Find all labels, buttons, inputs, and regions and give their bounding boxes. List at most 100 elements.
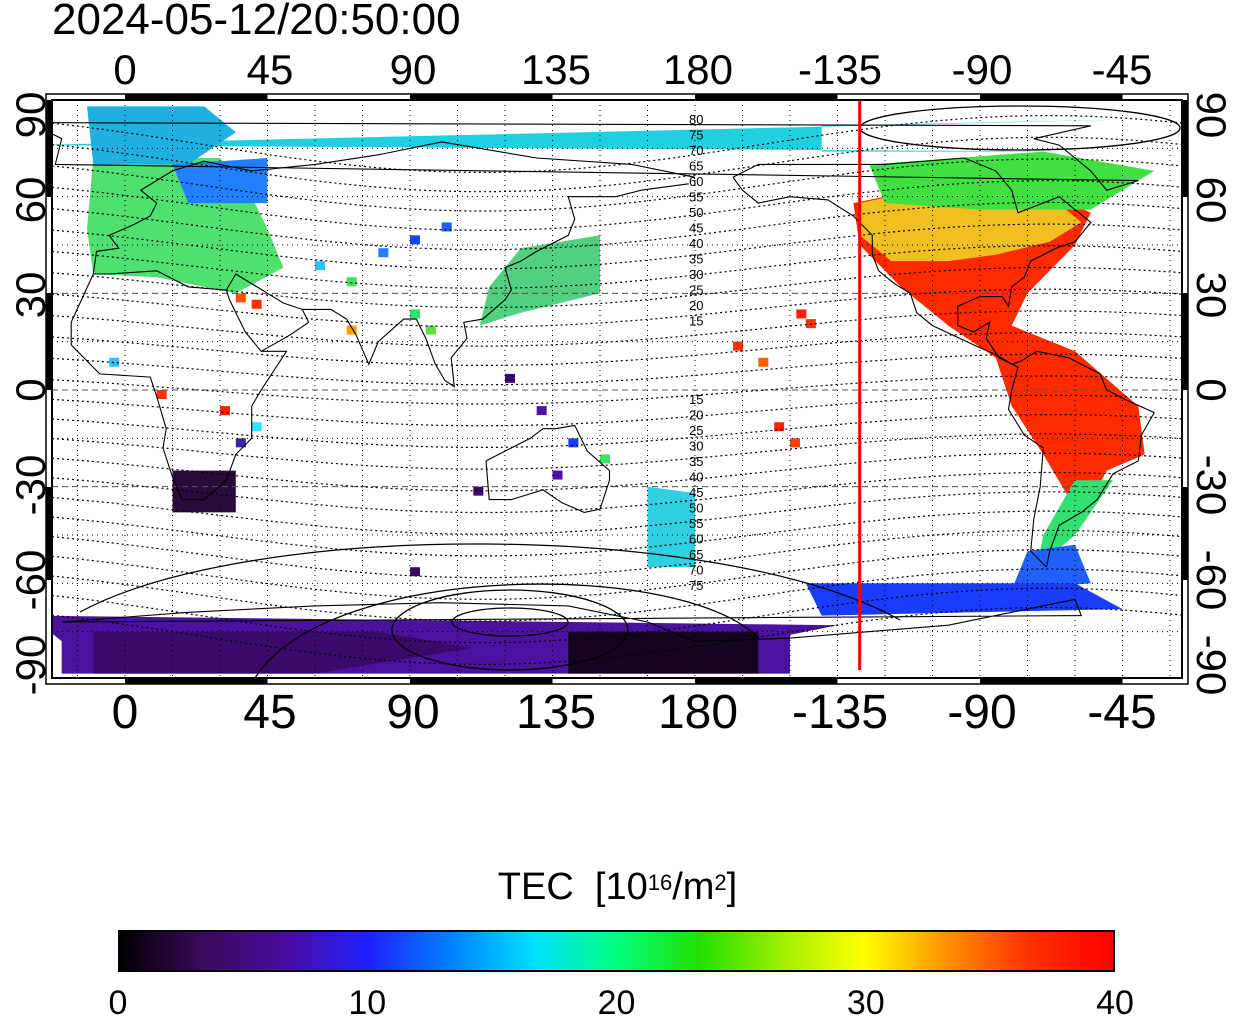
tec-cell [473, 486, 484, 496]
coast-americas-west [732, 176, 1047, 568]
contour-line [52, 223, 1182, 270]
tec-cell [235, 438, 246, 448]
contour-label: 20 [689, 298, 703, 313]
tec-cell [156, 390, 167, 399]
contour-label: 65 [689, 159, 703, 174]
lon-tick-top: 135 [521, 46, 591, 93]
contour-line [52, 394, 1182, 427]
lat-tick-right: -30 [1188, 455, 1235, 516]
contour-label: 55 [689, 516, 703, 531]
lat-tick-left: -90 [7, 635, 54, 696]
timestamp-title: 2024-05-12/20:50:00 [52, 0, 461, 44]
contour-line [52, 245, 1182, 289]
coast-asia-south [302, 183, 689, 388]
tec-cell [235, 293, 246, 303]
frame-bar [1183, 293, 1188, 390]
colorbar-unit-suffix: ] [726, 866, 738, 908]
contour-line [52, 180, 1182, 231]
coast-eurasia-north [92, 141, 696, 275]
contour-line [52, 549, 1182, 600]
lon-tick-bottom: 135 [516, 686, 596, 739]
contour-label: 50 [689, 205, 703, 220]
lon-tick-top: 90 [390, 46, 437, 93]
lon-tick-bottom: -135 [792, 686, 888, 739]
tec-cell [568, 438, 579, 448]
contour-label: 25 [689, 283, 703, 298]
contour-line [52, 433, 1182, 470]
tec-cell [251, 299, 262, 309]
contour-line [52, 587, 1182, 644]
tec-cell [410, 567, 420, 577]
lon-tick-top: -135 [798, 46, 882, 93]
tec-japan [479, 235, 600, 326]
tec-cell [251, 422, 262, 432]
contour-line [52, 375, 1182, 405]
tec-arctic-east [87, 106, 236, 165]
tec-southern-ocean [805, 583, 1123, 616]
tec-cell [346, 325, 357, 335]
contour-oval [79, 543, 901, 621]
lat-tick-left: -60 [7, 550, 54, 611]
contour-line [52, 332, 1182, 366]
contour-line [52, 201, 1182, 251]
colorbar-unit-mid: /m [672, 866, 715, 908]
contour-label: 30 [689, 439, 703, 454]
contour-label: 65 [689, 547, 703, 562]
contour-line [52, 452, 1182, 492]
tec-antarctic-dark [568, 631, 759, 674]
contour-label: 15 [689, 314, 703, 329]
coast-americas-east [732, 157, 1155, 568]
frame-bar [125, 679, 268, 684]
frame-bar [125, 94, 268, 99]
contour-line [52, 353, 1182, 386]
contour-line [52, 471, 1182, 514]
frame-bar [695, 94, 838, 99]
lat-tick-left: -30 [7, 455, 54, 516]
contour-label: 15 [689, 392, 703, 407]
tec-cell [796, 309, 807, 319]
tec-arctic-west [52, 119, 1139, 152]
frame-bar [410, 679, 553, 684]
contour-label: 40 [689, 470, 703, 485]
frame-bar [1183, 100, 1188, 197]
contour-line [52, 491, 1182, 535]
contour-label: 35 [689, 252, 703, 267]
colorbar-unit-exp: 16 [647, 870, 673, 895]
colorbar-unit-exp2: 2 [714, 870, 727, 895]
contour-label: 75 [689, 128, 703, 143]
tec-cell [410, 235, 420, 245]
contour-label: 60 [689, 532, 703, 547]
coast-antarctica [61, 598, 1083, 642]
contour-oval [451, 607, 569, 637]
lat-tick-right: -60 [1188, 550, 1235, 611]
frame-bar [46, 100, 51, 197]
lat-tick-right: -90 [1188, 635, 1235, 696]
contour-line [52, 529, 1182, 579]
lat-tick-right: 0 [1188, 378, 1235, 401]
contour-line [52, 607, 1182, 665]
contour-line [52, 115, 1182, 173]
colorbar-tick-label: 20 [597, 984, 636, 1022]
lat-tick-left: 90 [7, 92, 54, 139]
contour-label: 50 [689, 501, 703, 516]
contour-label: 45 [689, 221, 703, 236]
contour-label: 35 [689, 454, 703, 469]
tec-southafrica [172, 470, 236, 513]
tec-cell [220, 406, 230, 416]
lon-tick-bottom: -90 [947, 686, 1016, 739]
tec-cell [410, 309, 420, 319]
lat-tick-right: 30 [1188, 272, 1235, 319]
tec-antarctic-east [93, 631, 474, 674]
lon-tick-bottom: -45 [1087, 686, 1156, 739]
tec-cell [790, 438, 800, 448]
tec-cell [315, 261, 325, 271]
lat-tick-left: 60 [7, 177, 54, 224]
lon-tick-top: -90 [952, 46, 1013, 93]
contour-label: 40 [689, 236, 703, 251]
frame-bar [980, 679, 1123, 684]
lat-tick-right: 60 [1188, 177, 1235, 224]
contour-label: 75 [689, 578, 703, 593]
tec-canada [869, 151, 1155, 210]
tec-newzealand [647, 486, 695, 568]
